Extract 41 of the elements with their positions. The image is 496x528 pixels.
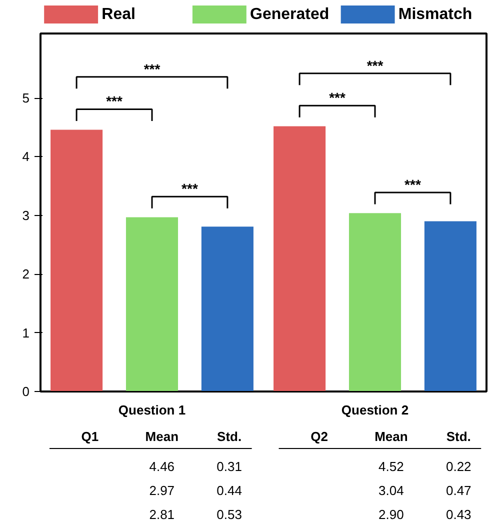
y-tick-label: 5 <box>22 90 30 106</box>
data-label: 3.04 <box>378 483 404 498</box>
annotation: *** <box>404 176 422 193</box>
text: 0.43 <box>446 507 472 522</box>
data-label: 4.52 <box>378 459 404 474</box>
text: Q2 <box>310 429 328 444</box>
annotation: *** <box>106 93 123 110</box>
y-tick-label: 3 <box>22 208 30 223</box>
text: 0.47 <box>446 483 472 498</box>
y-tick-label: 2 <box>22 266 30 282</box>
text: 0.44 <box>216 483 242 498</box>
y-tick-label: 4 <box>22 149 30 164</box>
text: Mean <box>374 429 408 444</box>
text: Std. <box>217 429 242 444</box>
text: 0.22 <box>446 459 472 474</box>
text: 0.53 <box>216 507 242 522</box>
data-label: 2.90 <box>378 507 404 522</box>
y-tick-label: 0 <box>22 384 30 399</box>
annotation: *** <box>182 180 198 197</box>
text: Q1 <box>81 429 99 444</box>
bar <box>50 130 103 392</box>
data-label: 2.97 <box>149 483 175 498</box>
legend-label: Generated <box>250 6 330 23</box>
bar <box>126 217 178 392</box>
x-tick-label: Question 1 <box>118 402 186 418</box>
bar <box>348 213 402 392</box>
data-label: 2.81 <box>149 507 175 522</box>
annotation: *** <box>366 57 384 74</box>
data-label: 4.46 <box>149 459 175 474</box>
text: Std. <box>446 429 471 444</box>
bar <box>274 126 326 392</box>
x-tick-label: Question 2 <box>341 402 409 418</box>
y-tick-label: 1 <box>22 325 30 340</box>
annotation: *** <box>329 90 346 106</box>
bar <box>201 226 254 392</box>
legend-label: Mismatch <box>398 6 472 23</box>
annotation: *** <box>144 60 161 77</box>
text: Mean <box>145 429 179 444</box>
bar <box>424 221 476 392</box>
text: 0.31 <box>216 459 242 474</box>
legend-label: Real <box>102 6 136 23</box>
